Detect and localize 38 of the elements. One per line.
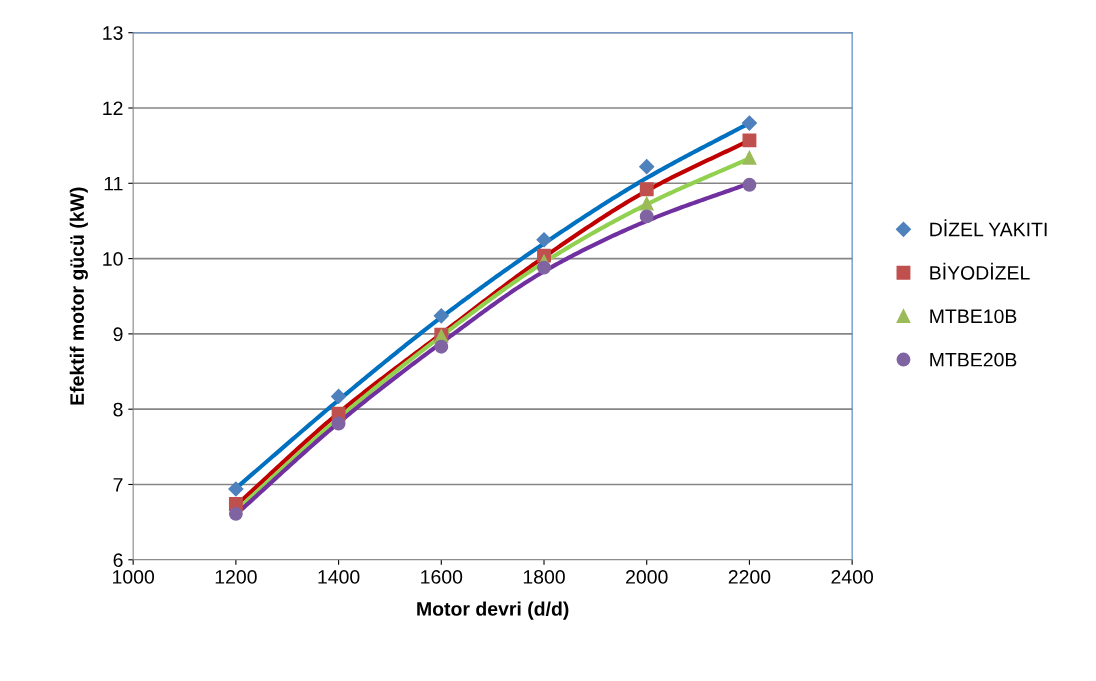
x-tick-label: 2000: [626, 570, 668, 584]
point: [742, 133, 757, 148]
point: [433, 308, 449, 324]
y-tick-label: 11: [104, 176, 123, 191]
point: [742, 150, 757, 165]
point: [331, 388, 347, 404]
point: [434, 339, 449, 354]
y-tick-label: 8: [113, 402, 123, 417]
legend-label: BİYODİZEL: [930, 262, 1030, 280]
point: [742, 177, 757, 192]
x-axis-title: Motor devri (d/d): [417, 601, 569, 620]
x-tick-label: 2400: [831, 570, 874, 584]
y-tick-label: 13: [103, 26, 123, 40]
point: [228, 506, 243, 521]
point: [741, 115, 757, 131]
point: [639, 196, 654, 211]
point: [331, 416, 346, 431]
y-axis-title: Efektif motor gücü (kW): [69, 187, 88, 405]
x-tick-label: 1400: [318, 570, 360, 584]
legend-label: DİZEL YAKITI: [930, 219, 1047, 237]
point: [536, 232, 552, 248]
point: [537, 260, 551, 275]
y-tick-label: 7: [113, 478, 123, 492]
legend-label: MTBE10B: [930, 309, 1017, 324]
legend-label: MTBE20B: [930, 352, 1017, 367]
y-tick-label: 9: [113, 327, 123, 342]
x-tick-label: 1000: [113, 570, 155, 584]
x-tick-label: 1800: [523, 570, 565, 584]
y-tick-label: 12: [103, 101, 123, 116]
point: [639, 209, 654, 224]
x-tick-label: 1600: [421, 570, 463, 584]
point: [639, 159, 655, 175]
x-tick-label: 2200: [728, 570, 771, 584]
y-tick-label: 10: [103, 252, 123, 266]
x-tick-label: 1200: [215, 570, 257, 584]
y-tick-label: 6: [113, 553, 123, 568]
point: [639, 182, 654, 197]
point: [228, 481, 244, 497]
